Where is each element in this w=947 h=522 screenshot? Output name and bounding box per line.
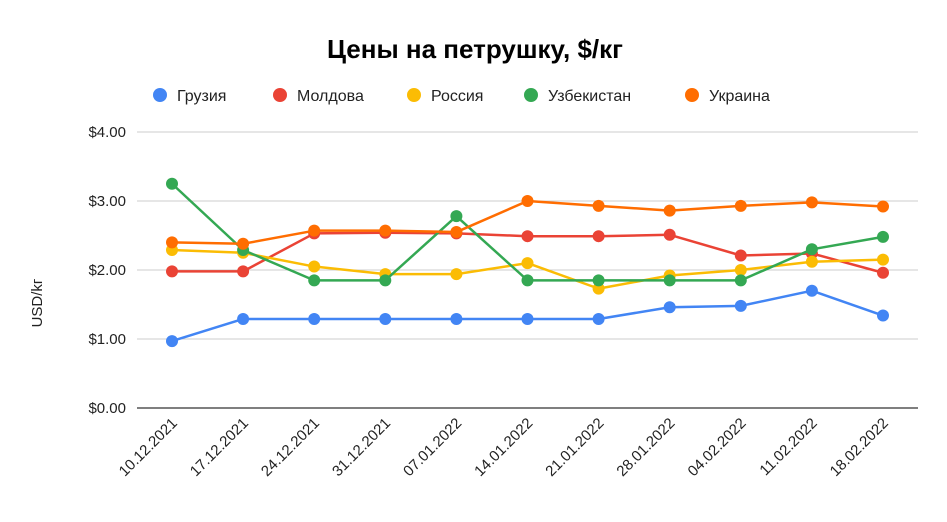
data-point [521,195,534,207]
legend-marker [153,88,167,102]
data-point [166,335,178,348]
legend-item: Грузия [153,88,226,105]
legend: Грузия Молдова Россия Узбекистан Украина [153,88,770,105]
data-point [663,301,676,314]
x-tick-label: 04.02.2022 [685,415,750,480]
legend-label: Россия [431,88,483,105]
legend-marker [685,88,699,102]
data-point [877,230,889,243]
legend-label: Грузия [177,88,226,105]
data-point [521,312,534,325]
x-tick-label: 11.02.2022 [756,415,820,479]
y-tick-label: $2.00 [88,262,126,279]
data-point [308,260,321,273]
data-point [592,282,605,295]
legend-marker [273,88,287,102]
data-point [877,309,889,322]
data-point [663,274,676,287]
data-point [805,284,818,297]
x-tick-label: 17.12.2021 [187,415,252,480]
x-tick-label: 14.01.2022 [471,415,536,480]
legend-item: Молдова [273,88,364,105]
data-point [805,196,818,209]
data-point [379,224,392,237]
data-point [805,255,818,268]
y-tick-label: $1.00 [88,331,126,348]
data-point [166,265,178,278]
x-tick-label: 24.12.2021 [258,415,323,480]
x-tick-label: 31.12.2021 [329,415,394,480]
data-point [308,274,321,287]
data-point [450,210,463,223]
data-point [521,274,534,287]
x-tick-label: 10.12.2021 [116,415,181,480]
series-3 [166,243,889,295]
data-point [734,299,747,312]
legend-item: Россия [407,88,483,105]
data-point [237,237,250,250]
series-4 [166,177,889,287]
data-point [592,312,605,325]
x-axis-ticks: 10.12.2021 17.12.2021 24.12.2021 31.12.2021… [116,415,892,480]
data-point [877,266,889,279]
data-point [877,253,889,266]
data-point [521,230,534,243]
legend-label: Узбекистан [548,88,631,105]
data-point [379,312,392,325]
y-tick-label: $3.00 [88,193,126,210]
data-point [734,264,747,276]
data-point [734,274,747,287]
x-tick-label: 28.01.2022 [613,415,678,480]
x-tick-label: 07.01.2022 [400,415,465,480]
data-point [592,230,605,243]
data-point [450,312,463,325]
data-point [379,274,392,287]
data-point [166,236,178,249]
data-point [450,226,463,239]
data-point [592,274,605,287]
x-tick-label: 18.02.2022 [827,415,892,480]
data-point [877,200,889,213]
data-point [308,224,321,237]
data-point [663,228,676,241]
chart-title: Цены на петрушку, $/кг [327,34,623,64]
series-group [166,177,889,348]
data-point [450,268,463,281]
data-point [734,249,747,262]
y-tick-label: $0.00 [88,400,126,417]
series-2 [166,226,889,279]
legend-label: Молдова [297,88,364,105]
legend-marker [524,88,538,102]
data-point [308,312,321,325]
series-1 [166,284,889,348]
legend-item: Узбекистан [524,88,631,105]
data-point [166,177,178,190]
x-tick-label: 21.01.2022 [542,415,607,480]
data-point [663,204,676,217]
data-point [237,265,250,278]
legend-marker [407,88,421,102]
data-point [237,312,250,325]
y-axis-ticks: $0.00 $1.00 $2.00 $3.00 $4.00 [88,124,126,417]
data-point [805,243,818,256]
gridlines [137,131,918,409]
legend-label: Украина [709,88,770,105]
y-tick-label: $4.00 [88,124,126,141]
legend-item: Украина [685,88,770,105]
data-point [592,199,605,212]
series-5 [166,195,889,250]
y-axis-label: USD/kг [29,278,46,327]
data-point [521,257,534,270]
data-point [734,199,747,212]
